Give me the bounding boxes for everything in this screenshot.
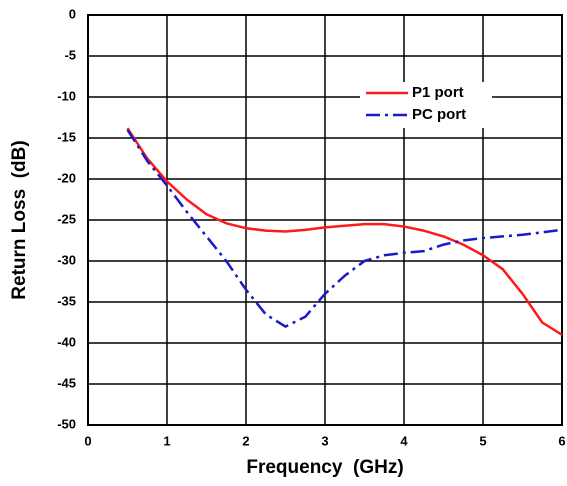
line-series xyxy=(126,129,563,328)
y-tick-label: -45 xyxy=(57,375,76,390)
legend-label: PC port xyxy=(412,106,466,123)
y-tick-label: -40 xyxy=(57,334,76,349)
plot-frame xyxy=(87,14,563,426)
x-tick-label: 4 xyxy=(400,433,408,448)
y-tick-label: 0 xyxy=(69,6,76,21)
y-tick-label: -30 xyxy=(57,252,76,267)
legend-label: P1 port xyxy=(412,84,464,101)
y-tick-label: -20 xyxy=(57,170,76,185)
legend-box xyxy=(360,82,492,128)
y-axis-label: Return Loss (dB) xyxy=(9,140,30,299)
y-tick-label: -10 xyxy=(57,88,76,103)
y-tick-label: -15 xyxy=(57,129,76,144)
y-tick-label: -25 xyxy=(57,211,76,226)
x-axis-label: Frequency (GHz) xyxy=(246,457,403,478)
x-tick-label: 5 xyxy=(479,433,486,448)
x-tick-label: 2 xyxy=(242,433,249,448)
y-tick-label: -50 xyxy=(57,416,76,431)
x-tick-label: 1 xyxy=(163,433,170,448)
y-tick-label: -5 xyxy=(64,47,76,62)
x-tick-label: 0 xyxy=(84,433,91,448)
line-series xyxy=(126,127,563,336)
y-tick-label: -35 xyxy=(57,293,76,308)
x-tick-label: 3 xyxy=(321,433,328,448)
x-tick-label: 6 xyxy=(558,433,565,448)
